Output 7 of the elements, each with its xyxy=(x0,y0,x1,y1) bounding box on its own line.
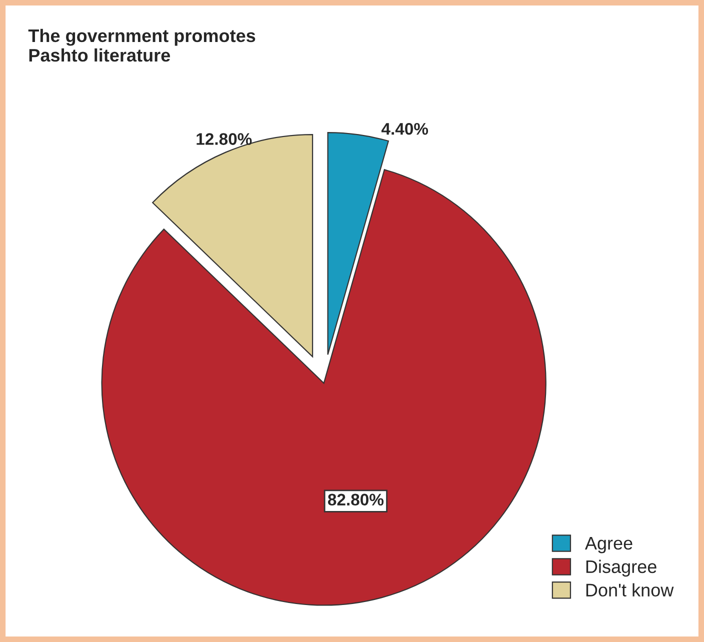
legend-label: Don't know xyxy=(586,583,674,596)
data-label: 4.40% xyxy=(381,122,428,135)
legend-label: Agree xyxy=(584,537,632,554)
data-label: 82.80% xyxy=(328,494,384,506)
legend-label: Disagree xyxy=(586,560,656,577)
chart-title: The government promotes Pashto literature xyxy=(28,28,256,62)
data-label: 12.80% xyxy=(196,133,252,145)
